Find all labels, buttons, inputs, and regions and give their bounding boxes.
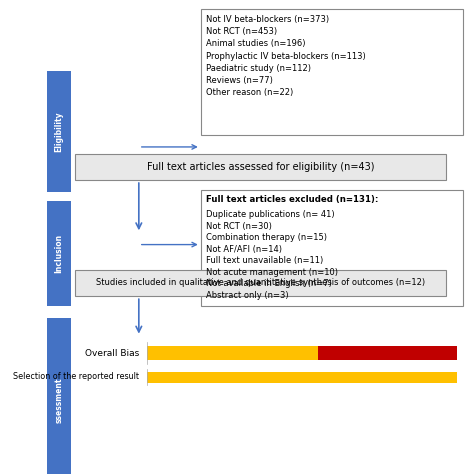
FancyBboxPatch shape — [75, 270, 446, 296]
FancyBboxPatch shape — [147, 372, 457, 383]
FancyBboxPatch shape — [147, 346, 318, 360]
Text: Eligibility: Eligibility — [54, 111, 63, 152]
FancyBboxPatch shape — [201, 9, 463, 135]
FancyBboxPatch shape — [318, 346, 457, 360]
Text: Overall Bias: Overall Bias — [84, 349, 139, 357]
Text: Studies included in qualitative and quantitative synthesis of outcomes (n=12): Studies included in qualitative and quan… — [96, 279, 425, 287]
FancyBboxPatch shape — [201, 190, 463, 306]
FancyBboxPatch shape — [47, 71, 71, 192]
FancyBboxPatch shape — [75, 154, 446, 180]
Text: Full text articles excluded (n=131):: Full text articles excluded (n=131): — [206, 195, 378, 204]
Text: Duplicate publications (n= 41)
Not RCT (n=30)
Combination therapy (n=15)
Not AF/: Duplicate publications (n= 41) Not RCT (… — [206, 210, 338, 300]
Text: Full text articles assessed for eligibility (n=43): Full text articles assessed for eligibil… — [147, 162, 374, 172]
Text: ssessment: ssessment — [54, 378, 63, 423]
Text: Inclusion: Inclusion — [54, 234, 63, 273]
FancyBboxPatch shape — [47, 201, 71, 306]
Text: Not IV beta-blockers (n=373)
Not RCT (n=453)
Animal studies (n=196)
Prophylactic: Not IV beta-blockers (n=373) Not RCT (n=… — [206, 15, 365, 97]
Text: Selection of the reported result: Selection of the reported result — [13, 373, 139, 381]
FancyBboxPatch shape — [47, 318, 71, 474]
